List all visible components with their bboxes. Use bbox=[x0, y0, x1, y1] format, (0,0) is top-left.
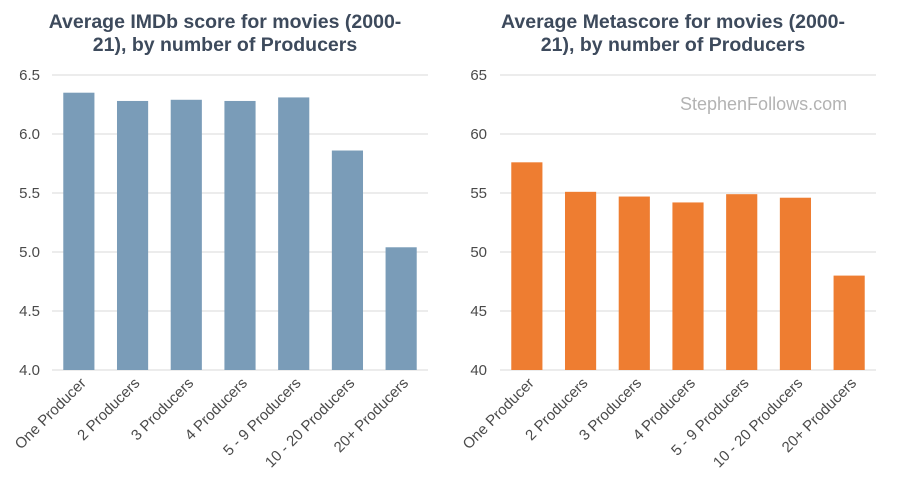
metascore-chart: Average Metascore for movies (2000- 21),… bbox=[460, 11, 876, 471]
metascore-chart-title-line-1: Average Metascore for movies (2000- bbox=[501, 11, 845, 33]
metascore-bar bbox=[564, 191, 597, 370]
metascore-y-tick-label: 65 bbox=[470, 67, 487, 84]
watermark-text: StephenFollows.com bbox=[680, 94, 847, 114]
metascore-y-tick-label: 50 bbox=[470, 244, 487, 261]
imdb-y-tick-label: 6.0 bbox=[19, 126, 40, 143]
metascore-y-tick-label: 60 bbox=[470, 126, 487, 143]
imdb-category-label: One Producer bbox=[12, 375, 90, 453]
imdb-y-tick-label: 4.5 bbox=[19, 303, 40, 320]
imdb-bar bbox=[116, 100, 149, 371]
imdb-bar bbox=[224, 100, 256, 371]
metascore-y-tick-label: 55 bbox=[470, 185, 487, 202]
metascore-bar bbox=[833, 275, 865, 370]
metascore-bar bbox=[726, 194, 758, 370]
imdb-bar bbox=[385, 247, 417, 370]
metascore-y-tick-label: 45 bbox=[470, 303, 487, 320]
metascore-bar bbox=[779, 197, 812, 370]
imdb-chart-title-line-1: Average IMDb score for movies (2000- bbox=[49, 11, 402, 33]
metascore-chart-title-line-2: 21), by number of Producers bbox=[541, 34, 806, 56]
imdb-chart-title-line-2: 21), by number of Producers bbox=[93, 34, 358, 56]
imdb-bar bbox=[63, 92, 95, 370]
imdb-y-tick-label: 5.5 bbox=[19, 185, 40, 202]
metascore-category-label: 10 - 20 Producers bbox=[710, 375, 806, 471]
imdb-y-tick-label: 5.0 bbox=[19, 244, 40, 261]
metascore-y-tick-label: 40 bbox=[470, 362, 487, 379]
imdb-bar bbox=[331, 150, 364, 370]
imdb-y-tick-label: 4.0 bbox=[19, 362, 40, 379]
metascore-bar bbox=[618, 196, 650, 370]
imdb-y-tick-label: 6.5 bbox=[19, 67, 40, 84]
metascore-bar bbox=[672, 202, 704, 370]
metascore-category-label: One Producer bbox=[460, 375, 538, 453]
imdb-bar bbox=[170, 99, 202, 370]
imdb-bar bbox=[278, 97, 310, 371]
imdb-category-label: 10 - 20 Producers bbox=[262, 375, 358, 471]
imdb-score-chart: Average IMDb score for movies (2000- 21)… bbox=[12, 11, 428, 471]
metascore-bar bbox=[511, 162, 543, 370]
